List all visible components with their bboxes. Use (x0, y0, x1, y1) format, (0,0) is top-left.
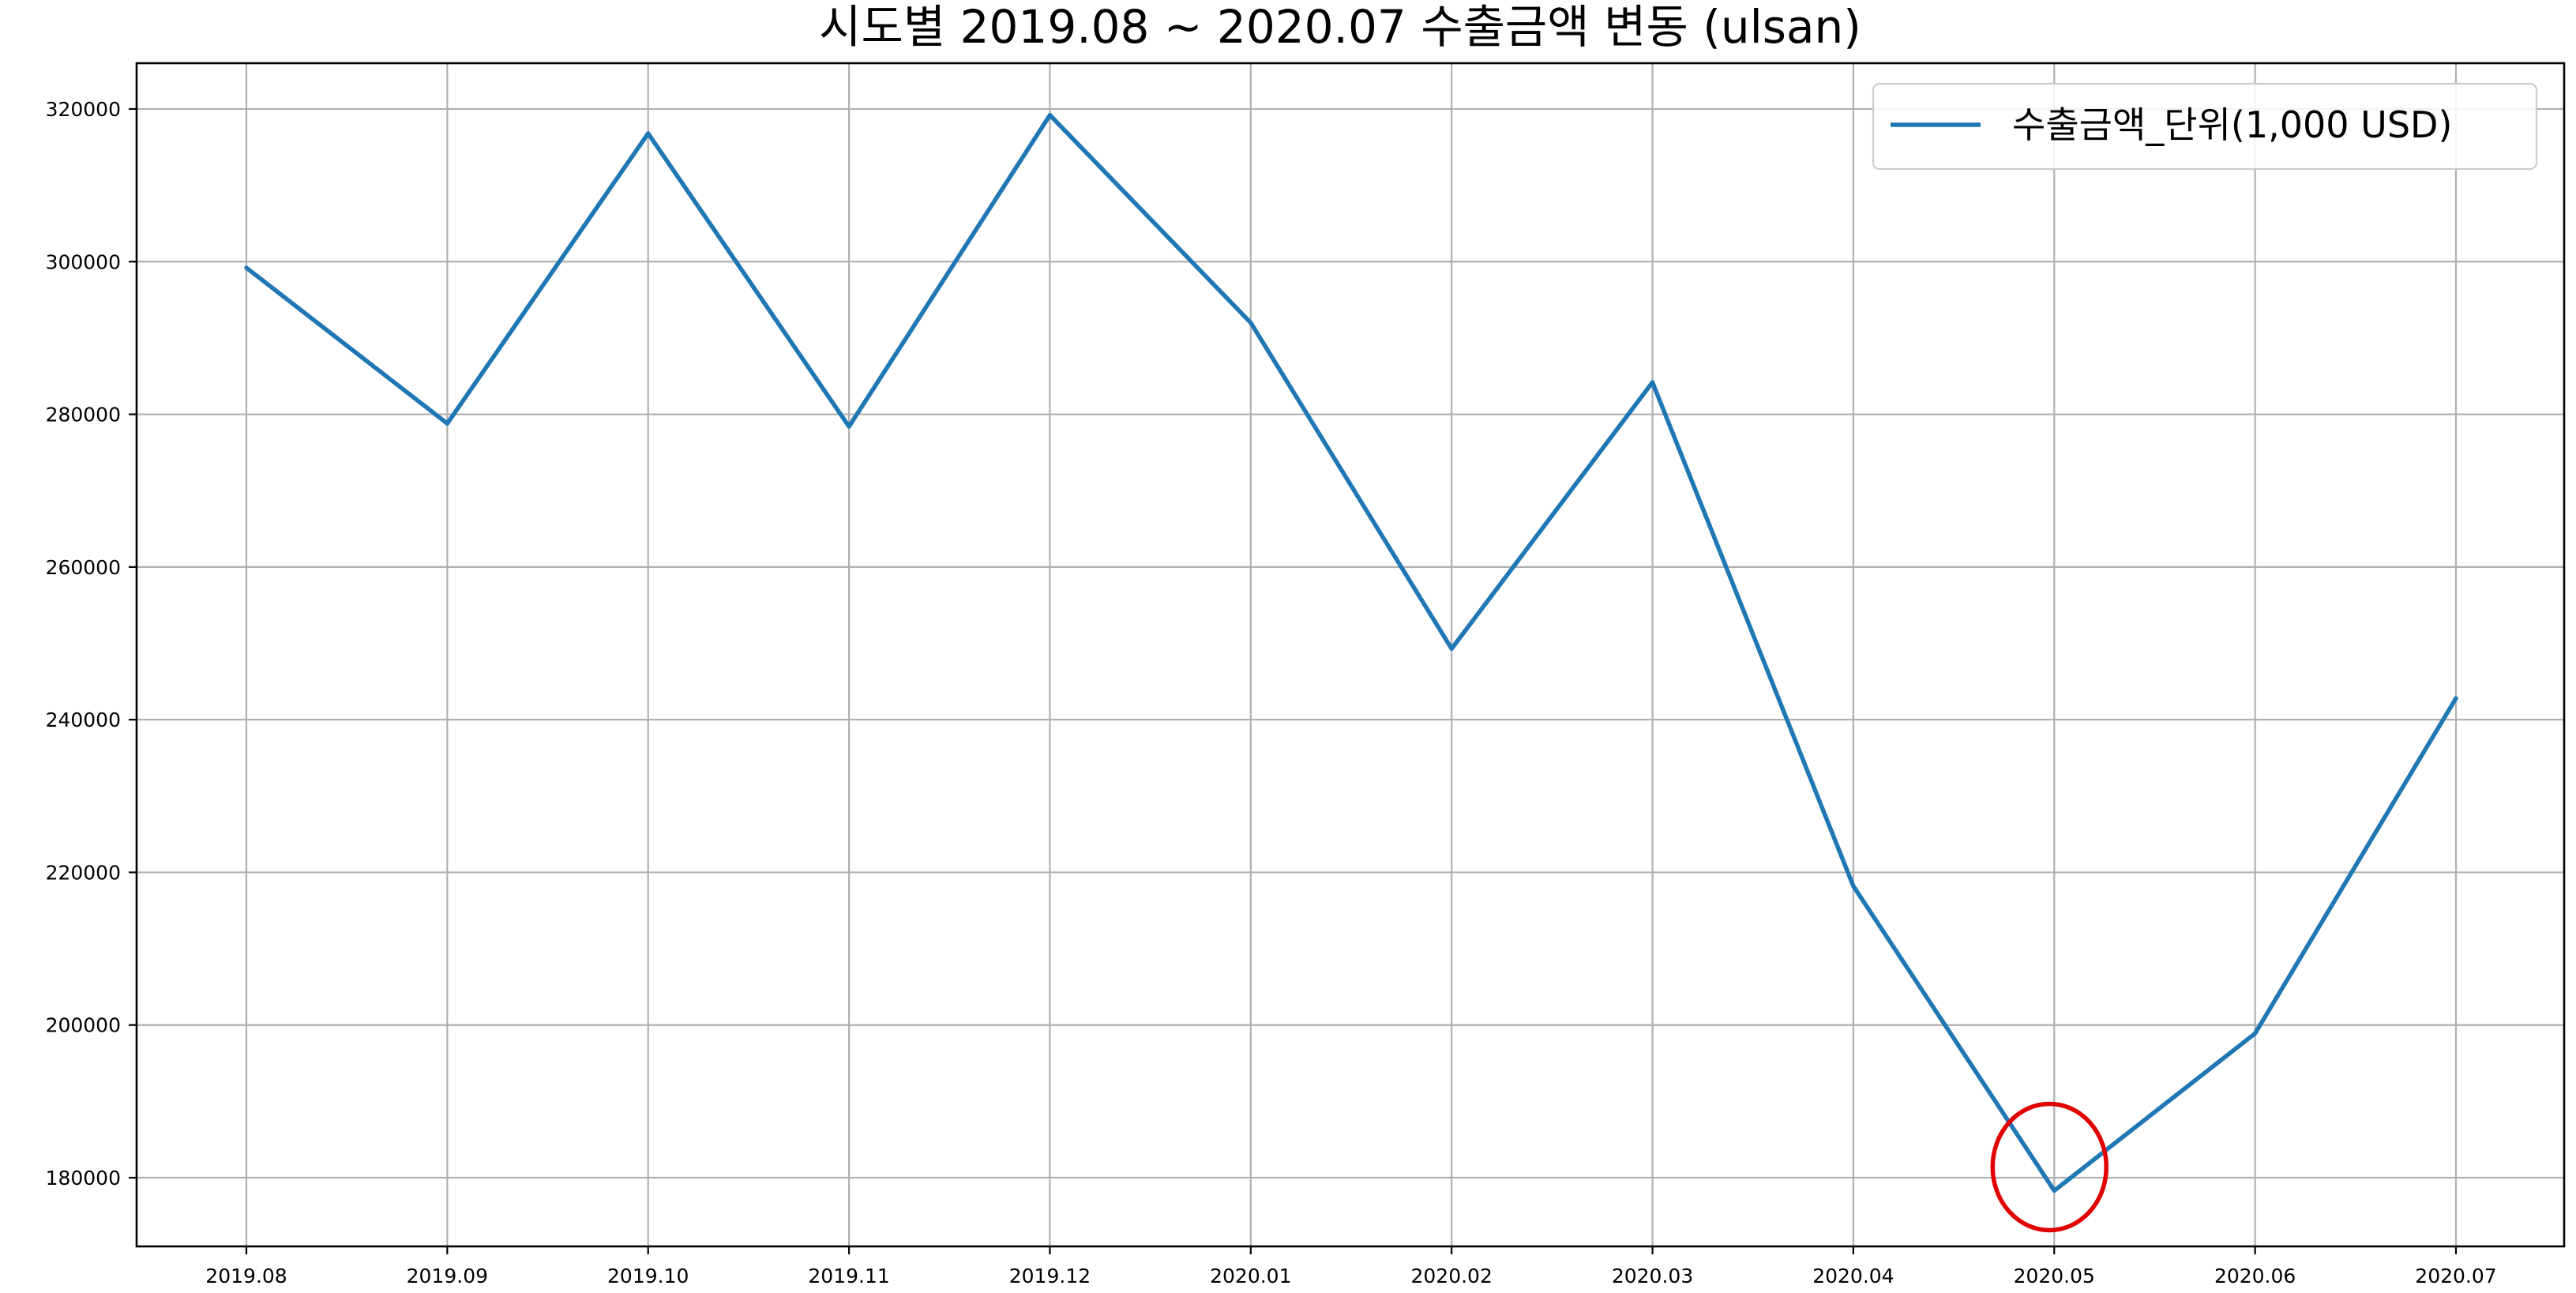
data-point (2253, 1031, 2258, 1036)
x-tick-label: 2020.01 (1210, 1265, 1291, 1287)
data-point (1249, 321, 1253, 325)
series-line (244, 112, 2458, 1193)
data-point (847, 424, 851, 429)
highlight-layer (1990, 1101, 2109, 1233)
y-tick-label: 200000 (46, 1014, 121, 1037)
data-point (445, 421, 449, 426)
x-tick-label: 2019.08 (205, 1265, 287, 1287)
y-tick-label: 220000 (46, 861, 121, 884)
x-tick-label: 2020.03 (1612, 1265, 1693, 1287)
x-tick-label: 2020.07 (2415, 1265, 2496, 1287)
y-tick-label: 280000 (46, 404, 121, 427)
data-point (1449, 646, 1454, 651)
highlight-circle (1990, 1101, 2109, 1233)
legend: 수출금액_단위(1,000 USD) (1872, 82, 2538, 171)
grid-lines (137, 63, 2564, 1246)
x-tick-label: 2020.04 (1812, 1265, 1894, 1287)
x-tick-label: 2019.10 (607, 1265, 689, 1287)
x-tick-label: 2019.09 (407, 1265, 488, 1287)
x-tick-label: 2020.06 (2214, 1265, 2296, 1287)
y-tick-label: 240000 (46, 709, 121, 731)
data-point (244, 265, 249, 270)
legend-box (1872, 82, 2538, 171)
y-tick-label: 320000 (46, 98, 121, 121)
data-point (1047, 113, 1052, 118)
x-tick-label: 2019.12 (1009, 1265, 1091, 1287)
y-tick-label: 180000 (46, 1167, 121, 1190)
data-point (646, 131, 651, 136)
plot-area-frame (135, 62, 2566, 1248)
x-tick-label: 2020.02 (1410, 1265, 1492, 1287)
x-tick-label: 2019.11 (808, 1265, 889, 1287)
y-tick-label: 300000 (46, 250, 121, 273)
x-axis-ticks: 2019.08 2019.09 2019.10 2019.11 2019.12 2020.… (205, 1246, 2497, 1287)
data-point (1650, 380, 1655, 385)
x-tick-label: 2020.05 (2014, 1265, 2095, 1287)
y-axis-ticks: 180000 200000 220000 240000 260000 280000 3000… (46, 98, 137, 1190)
data-point (2052, 1188, 2056, 1193)
series-layer (244, 112, 2458, 1193)
chart-title: 시도별 2019.08 ~ 2020.07 수출금액 변동 (ulsan) (819, 0, 1861, 54)
y-tick-label: 260000 (46, 556, 121, 579)
legend-label: 수출금액_단위(1,000 USD) (2012, 103, 2452, 146)
data-point (2454, 696, 2458, 701)
data-point (1851, 884, 1856, 889)
